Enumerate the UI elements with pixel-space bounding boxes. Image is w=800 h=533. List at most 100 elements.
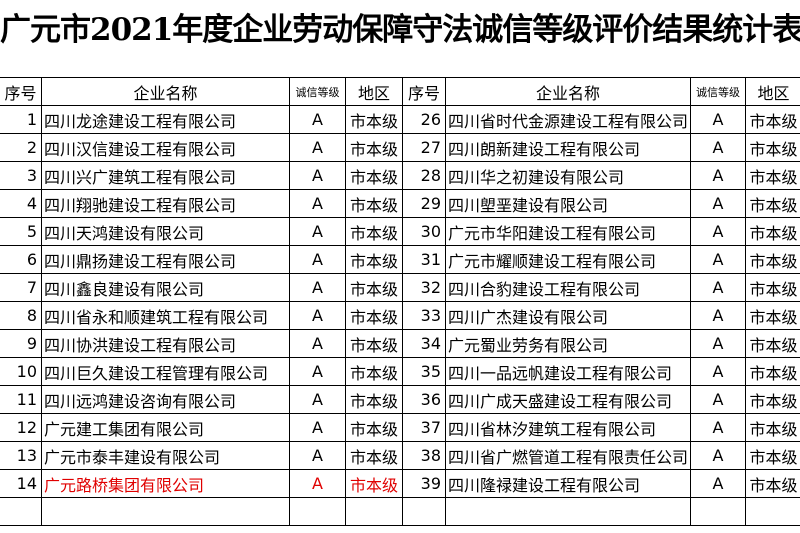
grade: A: [289, 245, 346, 274]
region: 市本级: [745, 189, 800, 218]
table-row: 10 四川巨久建设工程管理有限公司 A 市本级 35 四川一品远帆建设工程有限公司 A 市本级: [0, 357, 800, 386]
region: 市本级: [745, 273, 800, 302]
header-row: 序号 企业名称 诚信等级 地区 序号 企业名称 诚信等级 地区: [0, 77, 800, 106]
grade: A: [289, 105, 346, 134]
table-row: 11 四川远鸿建设咨询有限公司 A 市本级 36 四川广成天盛建设工程有限公司 A 市本级: [0, 385, 800, 414]
row-number: 30: [402, 217, 446, 246]
table-row: 8 四川省永和顺建筑工程有限公司 A 市本级 33 四川广杰建设有限公司 A 市本级: [0, 301, 800, 330]
empty-cell: [0, 497, 42, 526]
empty-cell: [289, 497, 346, 526]
table-row: 14 广元路桥集团有限公司 A 市本级 39 四川隆禄建设工程有限公司 A 市本级: [0, 469, 800, 498]
table-row: 12 广元建工集团有限公司 A 市本级 37 四川省林汐建筑工程有限公司 A 市本级: [0, 413, 800, 442]
region: 市本级: [345, 301, 403, 330]
region: 市本级: [745, 217, 800, 246]
company-name: 四川翔驰建设工程有限公司: [41, 189, 290, 218]
grade: A: [289, 133, 346, 162]
company-name: 四川广杰建设有限公司: [445, 301, 691, 330]
header-cell: 地区: [745, 77, 800, 106]
region: 市本级: [745, 357, 800, 386]
region: 市本级: [745, 413, 800, 442]
row-number: 6: [0, 245, 42, 274]
company-name: 四川一品远帆建设工程有限公司: [445, 357, 691, 386]
region: 市本级: [345, 413, 403, 442]
result-table: 序号 企业名称 诚信等级 地区 序号 企业名称 诚信等级 地区 1 四川龙途建设工程有限公司 A 市…: [0, 77, 800, 526]
region: 市本级: [345, 385, 403, 414]
company-name: 四川远鸿建设咨询有限公司: [41, 385, 290, 414]
table-body: 1 四川龙途建设工程有限公司 A 市本级 26 四川省时代金源建设工程有限公司 A 市本级 2 四…: [0, 105, 800, 526]
region: 市本级: [745, 441, 800, 470]
row-number: 29: [402, 189, 446, 218]
grade: A: [289, 469, 346, 498]
company-name: 广元市华阳建设工程有限公司: [445, 217, 691, 246]
header-cell: 企业名称: [41, 77, 290, 106]
grade: A: [690, 357, 746, 386]
company-name: 四川省林汐建筑工程有限公司: [445, 413, 691, 442]
table-row: 7 四川鑫良建设有限公司 A 市本级 32 四川合豹建设工程有限公司 A 市本级: [0, 273, 800, 302]
row-number: 36: [402, 385, 446, 414]
table-row: 13 广元市泰丰建设有限公司 A 市本级 38 四川省广燃管道工程有限责任公司 A 市本级: [0, 441, 800, 470]
region: 市本级: [745, 133, 800, 162]
company-name: 广元路桥集团有限公司: [41, 469, 290, 498]
table-row: 9 四川协洪建设工程有限公司 A 市本级 34 广元蜀业劳务有限公司 A 市本级: [0, 329, 800, 358]
grade: A: [690, 189, 746, 218]
header-cell: 诚信等级: [289, 77, 346, 106]
row-number: 31: [402, 245, 446, 274]
row-number: 28: [402, 161, 446, 190]
region: 市本级: [345, 245, 403, 274]
row-number: 9: [0, 329, 42, 358]
row-number: 3: [0, 161, 42, 190]
empty-cell: [745, 497, 800, 526]
table-row: 1 四川龙途建设工程有限公司 A 市本级 26 四川省时代金源建设工程有限公司 A 市本级: [0, 105, 800, 134]
grade: A: [690, 105, 746, 134]
row-number: 34: [402, 329, 446, 358]
company-name: 广元建工集团有限公司: [41, 413, 290, 442]
empty-cell: [445, 497, 691, 526]
grade: A: [690, 301, 746, 330]
grade: A: [690, 133, 746, 162]
company-name: 四川塱垩建设有限公司: [445, 189, 691, 218]
company-name: 四川省广燃管道工程有限责任公司: [445, 441, 691, 470]
region: 市本级: [345, 133, 403, 162]
grade: A: [289, 189, 346, 218]
row-number: 12: [0, 413, 42, 442]
header-cell: 序号: [402, 77, 446, 106]
grade: A: [690, 161, 746, 190]
empty-cell: [402, 497, 446, 526]
company-name: 四川隆禄建设工程有限公司: [445, 469, 691, 498]
row-number: 4: [0, 189, 42, 218]
region: 市本级: [345, 217, 403, 246]
grade: A: [690, 441, 746, 470]
region: 市本级: [345, 105, 403, 134]
company-name: 四川龙途建设工程有限公司: [41, 105, 290, 134]
grade: A: [690, 273, 746, 302]
row-number: 27: [402, 133, 446, 162]
company-name: 四川鼎扬建设工程有限公司: [41, 245, 290, 274]
row-number: 1: [0, 105, 42, 134]
table-row: 6 四川鼎扬建设工程有限公司 A 市本级 31 广元市耀顺建设工程有限公司 A 市本级: [0, 245, 800, 274]
company-name: 四川广成天盛建设工程有限公司: [445, 385, 691, 414]
company-name: 四川兴广建筑工程有限公司: [41, 161, 290, 190]
grade: A: [690, 385, 746, 414]
header-cell: 企业名称: [445, 77, 691, 106]
header-cell: 地区: [345, 77, 403, 106]
region: 市本级: [345, 161, 403, 190]
header-cell: 诚信等级: [690, 77, 746, 106]
table-row: 4 四川翔驰建设工程有限公司 A 市本级 29 四川塱垩建设有限公司 A 市本级: [0, 189, 800, 218]
document-title: 广元市2021年度企业劳动保障守法诚信等级评价结果统计表: [0, 12, 800, 48]
empty-cell: [345, 497, 403, 526]
table-row: 2 四川汉信建设工程有限公司 A 市本级 27 四川朗新建设工程有限公司 A 市本级: [0, 133, 800, 162]
row-number: 7: [0, 273, 42, 302]
company-name: 四川天鸿建设有限公司: [41, 217, 290, 246]
grade: A: [289, 301, 346, 330]
region: 市本级: [345, 329, 403, 358]
company-name: 四川省时代金源建设工程有限公司: [445, 105, 691, 134]
row-number: 35: [402, 357, 446, 386]
company-name: 四川汉信建设工程有限公司: [41, 133, 290, 162]
row-number: 33: [402, 301, 446, 330]
row-number: 13: [0, 441, 42, 470]
company-name: 广元市泰丰建设有限公司: [41, 441, 290, 470]
region: 市本级: [345, 273, 403, 302]
header-cell: 序号: [0, 77, 42, 106]
grade: A: [289, 385, 346, 414]
empty-cell: [690, 497, 746, 526]
